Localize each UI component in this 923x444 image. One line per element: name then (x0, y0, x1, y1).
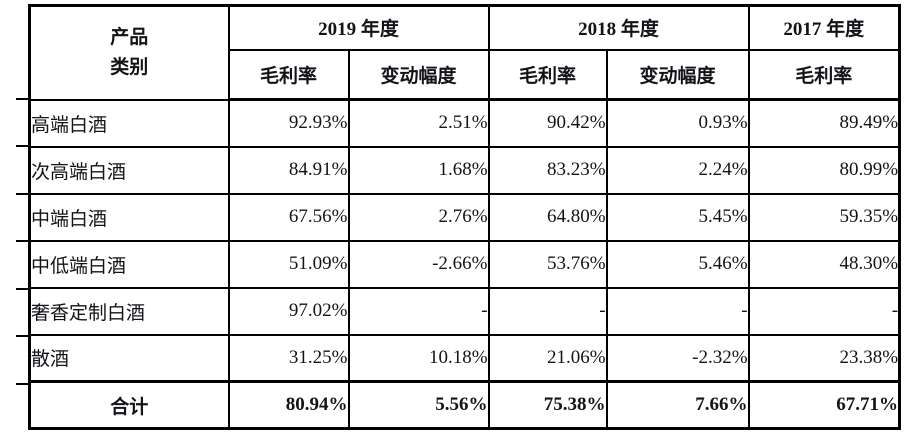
total-value-cell: 67.71% (747, 380, 901, 430)
total-value-cell: 80.94% (227, 380, 350, 430)
header-row-metrics: 毛利率 变动幅度 毛利率 变动幅度 毛利率 (30, 48, 901, 101)
value-cell: - (487, 286, 608, 336)
subheader-2019-change: 变动幅度 (347, 48, 490, 101)
category-cell: 中端白酒 (28, 192, 230, 242)
value-cell: 5.46% (605, 239, 750, 289)
value-cell: 5.45% (605, 192, 750, 242)
row-line-tick (16, 240, 29, 242)
value-cell: 80.99% (747, 145, 901, 195)
subheader-2017-gross-margin: 毛利率 (747, 48, 901, 101)
header-year-2019: 2019 年度 (227, 4, 490, 51)
value-cell: 31.25% (227, 333, 350, 383)
total-value-cell: 7.66% (605, 380, 750, 430)
value-cell: 2.51% (347, 98, 490, 148)
subheader-2018-gross-margin: 毛利率 (487, 48, 608, 101)
value-cell: 92.93% (227, 98, 350, 148)
value-cell: 64.80% (487, 192, 608, 242)
category-cell: 次高端白酒 (28, 145, 230, 195)
table-row: 奢香定制白酒 97.02% - - - - (28, 286, 901, 336)
value-cell: - (605, 286, 750, 336)
total-value-cell: 5.56% (347, 380, 490, 430)
header-product-category-line1: 产品 (110, 27, 149, 49)
value-cell: -2.32% (605, 333, 750, 383)
value-cell: 48.30% (747, 239, 901, 289)
header-product-category-line2: 类别 (110, 56, 149, 78)
header-row-years: 产品 类别 2019 年度 2018 年度 2017 年度 (28, 4, 901, 101)
value-cell: 21.06% (487, 333, 608, 383)
category-cell: 高端白酒 (28, 98, 230, 148)
value-cell: -2.66% (347, 239, 490, 289)
total-value-cell: 75.38% (487, 380, 608, 430)
table-row: 中低端白酒 51.09% -2.66% 53.76% 5.46% 48.30% (28, 239, 901, 289)
value-cell: 0.93% (605, 98, 750, 148)
category-cell: 散酒 (28, 333, 230, 383)
row-line-tick (16, 98, 29, 100)
header-year-2017: 2017 年度 (747, 4, 901, 51)
gross-margin-table-grid: 产品 类别 2019 年度 2018 年度 2017 年度 毛利率 变动幅度 毛… (28, 4, 902, 430)
table-row: 中端白酒 67.56% 2.76% 64.80% 5.45% 59.35% (28, 192, 901, 242)
value-cell: - (347, 286, 490, 336)
value-cell: 84.91% (227, 145, 350, 195)
row-line-tick (16, 193, 29, 195)
total-row: 合计 80.94% 5.56% 75.38% 7.66% 67.71% (28, 380, 901, 430)
value-cell: 10.18% (347, 333, 490, 383)
row-line-tick (16, 145, 29, 147)
value-cell: 23.38% (747, 333, 901, 383)
table-row: 高端白酒 92.93% 2.51% 90.42% 0.93% 89.49% (28, 98, 901, 148)
value-cell: 67.56% (227, 192, 350, 242)
row-line-tick (16, 335, 29, 337)
value-cell: 89.49% (747, 98, 901, 148)
row-line-tick (16, 383, 29, 385)
value-cell: 83.23% (487, 145, 608, 195)
value-cell: 53.76% (487, 239, 608, 289)
category-cell: 中低端白酒 (28, 239, 230, 289)
row-line-tick (16, 288, 29, 290)
gross-margin-table: 产品 类别 2019 年度 2018 年度 2017 年度 毛利率 变动幅度 毛… (28, 4, 902, 430)
value-cell: 90.42% (487, 98, 608, 148)
subheader-2018-change: 变动幅度 (605, 48, 750, 101)
value-cell: 2.76% (347, 192, 490, 242)
subheader-2019-gross-margin: 毛利率 (227, 48, 350, 101)
category-cell: 奢香定制白酒 (28, 286, 230, 336)
total-label-cell: 合计 (28, 380, 230, 430)
value-cell: 2.24% (605, 145, 750, 195)
value-cell: - (747, 286, 901, 336)
table-row: 散酒 31.25% 10.18% 21.06% -2.32% 23.38% (28, 333, 901, 383)
value-cell: 51.09% (227, 239, 350, 289)
value-cell: 97.02% (227, 286, 350, 336)
header-year-2018: 2018 年度 (487, 4, 750, 51)
value-cell: 1.68% (347, 145, 490, 195)
header-product-category: 产品 类别 (28, 4, 230, 101)
table-row: 次高端白酒 84.91% 1.68% 83.23% 2.24% 80.99% (28, 145, 901, 195)
value-cell: 59.35% (747, 192, 901, 242)
